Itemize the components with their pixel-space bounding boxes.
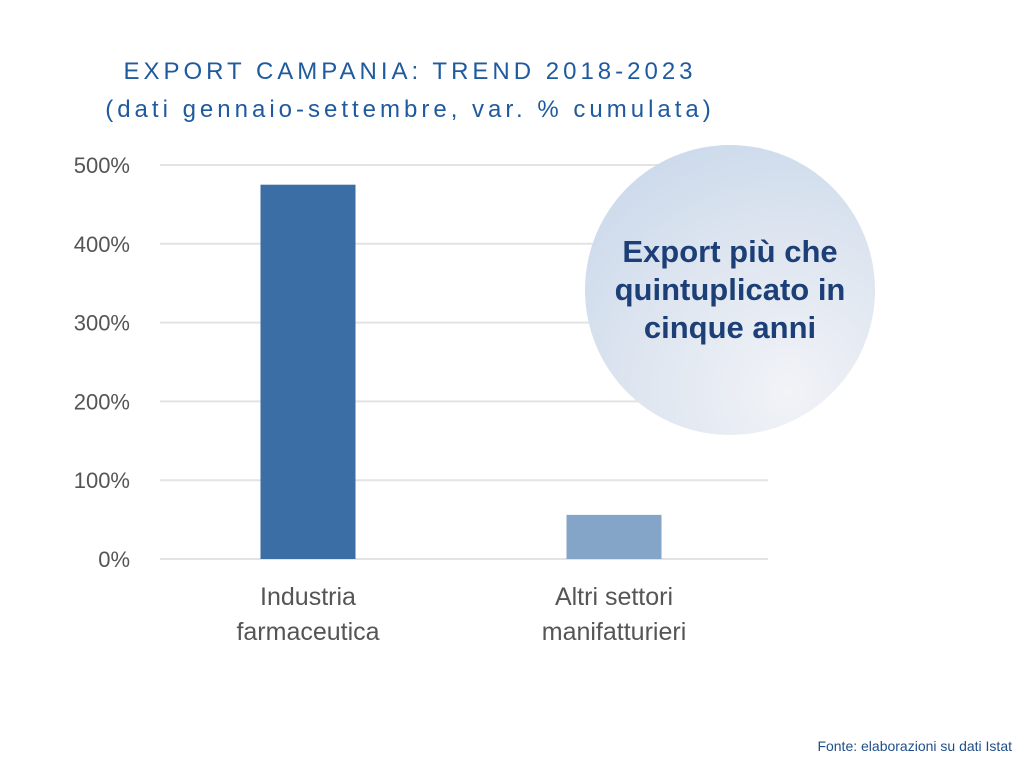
chart-title: EXPORT CAMPANIA: TREND 2018-2023: [123, 58, 697, 85]
y-tick-label: 0%: [98, 547, 130, 572]
x-tick-label: Industria: [260, 583, 356, 611]
x-tick-label: manifatturieri: [542, 618, 687, 646]
bar: [260, 184, 356, 559]
y-tick-label: 100%: [74, 468, 130, 493]
annotation-bubble: Export più che quintuplicato in cinque a…: [585, 145, 875, 435]
y-tick-label: 200%: [74, 389, 130, 414]
y-tick-label: 300%: [74, 311, 130, 336]
y-tick-label: 400%: [74, 232, 130, 257]
source-note: Fonte: elaborazioni su dati Istat: [817, 738, 1012, 754]
x-tick-label: farmaceutica: [236, 618, 379, 646]
annotation-text: Export più che quintuplicato in cinque a…: [614, 234, 846, 345]
y-tick-label: 500%: [74, 153, 130, 178]
bar: [566, 514, 662, 559]
chart-subtitle: (dati gennaio-settembre, var. % cumulata…: [105, 96, 715, 123]
x-tick-label: Altri settori: [555, 583, 673, 611]
